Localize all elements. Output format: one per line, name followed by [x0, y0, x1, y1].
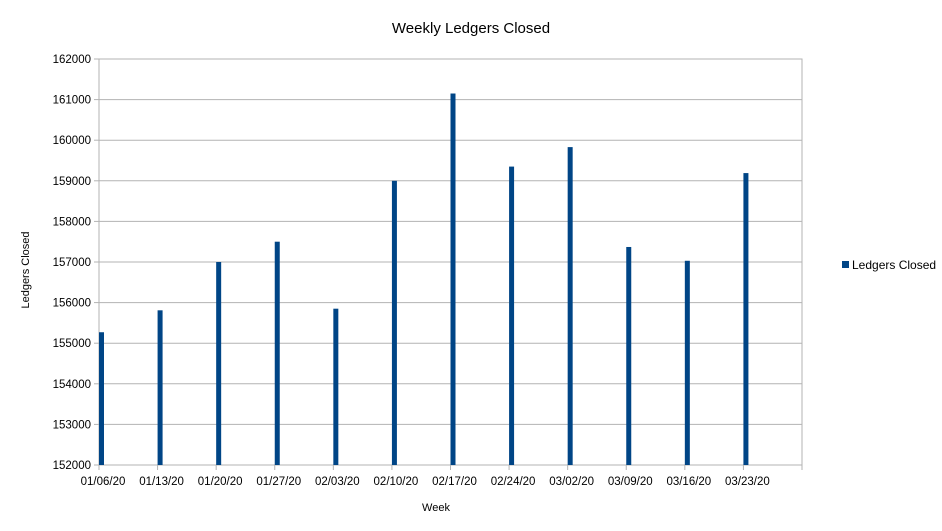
- y-tick-label: 159000: [53, 176, 91, 188]
- bar[interactable]: [216, 262, 222, 465]
- bar[interactable]: [450, 93, 456, 465]
- bar[interactable]: [391, 180, 397, 466]
- x-tick-label: 03/09/20: [608, 476, 653, 488]
- bar[interactable]: [274, 241, 280, 465]
- y-tick-label: 160000: [53, 135, 91, 147]
- bar[interactable]: [567, 147, 573, 466]
- x-axis-label: Week: [422, 502, 450, 514]
- y-tick-label: 156000: [53, 298, 91, 310]
- x-axis-ticks: 01/06/20 01/13/20 01/20/20 01/27/20 02/03/20…: [81, 465, 803, 488]
- bar[interactable]: [626, 246, 632, 465]
- x-tick-label: 02/24/20: [491, 476, 536, 488]
- chart-title: Weekly Ledgers Closed: [392, 20, 550, 37]
- x-tick-label: 01/13/20: [139, 476, 184, 488]
- y-axis-ticks: 152000 153000 154000 155000 156000 157000 1580…: [53, 54, 99, 472]
- x-tick-label: 01/06/20: [81, 476, 126, 488]
- legend-label: Ledgers Closed: [852, 258, 936, 272]
- x-tick-label: 01/20/20: [198, 476, 243, 488]
- y-tick-label: 162000: [53, 54, 91, 66]
- bar-series: [99, 93, 749, 466]
- y-tick-label: 161000: [53, 95, 91, 107]
- x-tick-label: 02/17/20: [432, 476, 477, 488]
- y-tick-label: 154000: [53, 379, 91, 391]
- y-tick-label: 155000: [53, 338, 91, 350]
- x-tick-label: 02/10/20: [374, 476, 419, 488]
- y-tick-label: 153000: [53, 419, 91, 431]
- bar[interactable]: [684, 260, 690, 465]
- bar[interactable]: [99, 332, 104, 465]
- legend-swatch: [842, 261, 849, 268]
- bar[interactable]: [743, 173, 749, 465]
- legend[interactable]: Ledgers Closed: [842, 258, 936, 272]
- bar[interactable]: [333, 308, 339, 465]
- x-tick-label: 01/27/20: [256, 476, 301, 488]
- x-tick-label: 03/16/20: [666, 476, 711, 488]
- bar[interactable]: [509, 166, 515, 465]
- x-tick-label: 02/03/20: [315, 476, 360, 488]
- y-tick-label: 158000: [53, 216, 91, 228]
- y-axis-label: Ledgers Closed: [20, 231, 32, 308]
- x-tick-label: 03/23/20: [725, 476, 770, 488]
- y-tick-label: 157000: [53, 257, 91, 269]
- x-tick-label: 03/02/20: [549, 476, 594, 488]
- y-tick-label: 152000: [53, 460, 91, 472]
- bar[interactable]: [157, 310, 163, 465]
